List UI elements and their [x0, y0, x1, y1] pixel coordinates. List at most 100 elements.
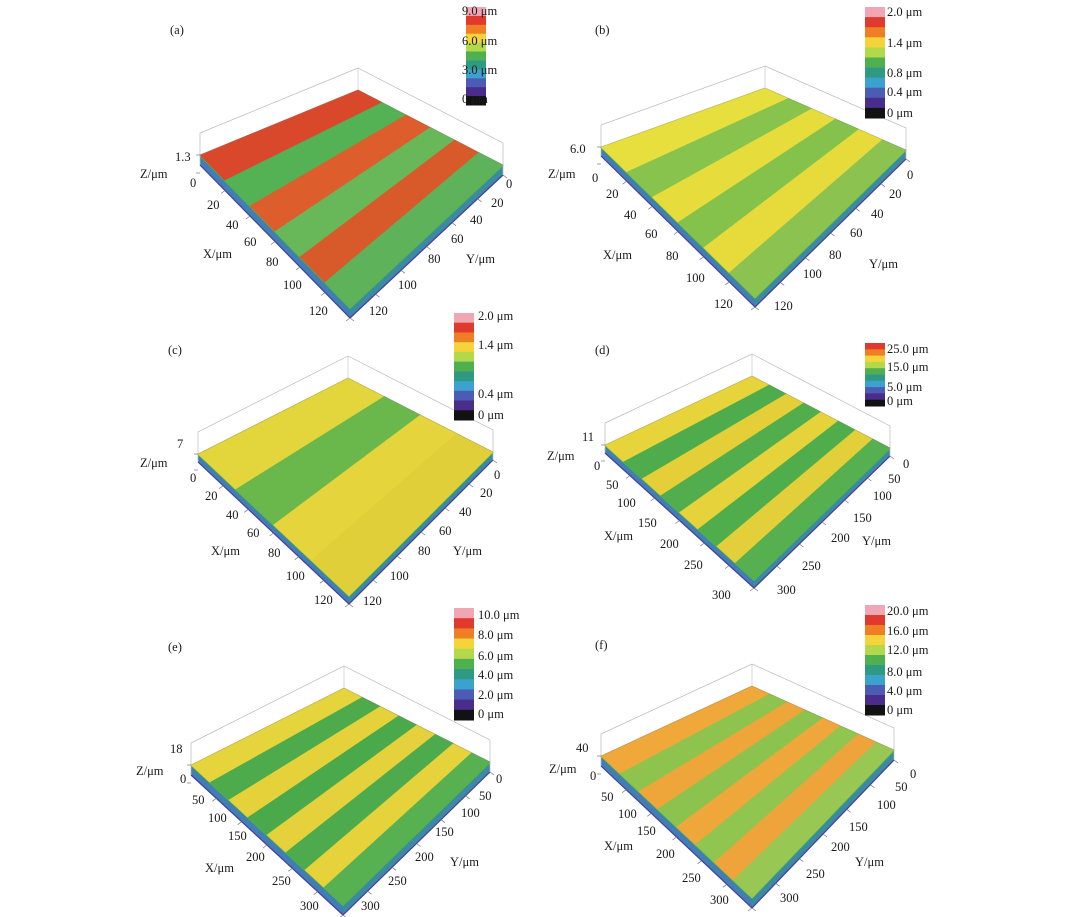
x-axis-label: X/μm	[604, 529, 633, 543]
colorbar-tick-label: 8.0 μm	[478, 628, 513, 642]
colorbar-swatch	[865, 368, 885, 375]
y-tick-label: 60	[850, 226, 863, 240]
y-tick-label: 40	[871, 207, 884, 221]
y-tick-label: 100	[461, 806, 480, 820]
y-tick-label: 150	[849, 820, 868, 834]
x-axis-tick	[673, 231, 679, 235]
x-axis-tick	[672, 836, 677, 841]
y-axis-tick	[779, 282, 785, 286]
colorbar-swatch	[865, 343, 885, 350]
y-axis-tick	[451, 222, 457, 226]
y-axis-tick	[870, 784, 875, 788]
colorbar-swatch	[454, 322, 474, 333]
colorbar-tick-label: 2.0 μm	[887, 5, 922, 19]
colorbar-swatch	[865, 645, 885, 656]
colorbar-tick-label: 3.0 μm	[462, 63, 497, 77]
y-tick-label: 200	[831, 840, 850, 854]
panel-b: (b) 2.0 μm 1.4 μm 0.8 μm 0.4 μm 0 μm 6.0…	[548, 5, 922, 313]
colorbar-swatch	[454, 608, 474, 619]
colorbar-tick-label: 0 μm	[887, 394, 913, 408]
colorbar-swatch	[454, 638, 474, 650]
panel-label: (d)	[595, 343, 610, 357]
y-axis-tick	[799, 543, 804, 548]
y-axis-tick	[396, 555, 402, 560]
x-tick-label: 300	[710, 893, 729, 907]
colorbar-swatch	[466, 15, 486, 26]
colorbar-swatch	[454, 618, 474, 629]
colorbar-tick-label: 16.0 μm	[887, 624, 929, 638]
colorbar-swatch	[454, 381, 474, 392]
y-axis-label: Y/μm	[453, 544, 482, 558]
y-tick-label: 300	[777, 583, 796, 597]
y-axis-tick	[400, 270, 406, 274]
colorbar-swatch	[865, 87, 885, 99]
front-side-wall	[755, 150, 906, 307]
x-axis-tick	[697, 860, 702, 864]
y-axis-tick	[753, 587, 759, 592]
x-tick-label: 150	[638, 516, 657, 530]
left-side-wall	[601, 756, 752, 908]
colorbar-swatch	[865, 57, 885, 69]
colorbar-swatch	[865, 97, 885, 109]
z-tick-label: 40	[576, 741, 589, 755]
z-tick-label: 11	[582, 430, 594, 444]
y-tick-label: 80	[418, 544, 431, 558]
colorbar-swatch	[466, 33, 486, 44]
x-axis-tick	[750, 306, 756, 311]
x-axis-tick	[295, 266, 301, 271]
x-axis-tick	[722, 884, 728, 888]
x-tick-label: 60	[247, 526, 260, 540]
colorbar-swatch	[865, 665, 885, 676]
y-axis-tick	[805, 257, 810, 261]
x-axis-label: X/μm	[604, 839, 633, 853]
colorbar-swatch	[454, 628, 474, 640]
y-tick-label: 120	[369, 304, 388, 318]
x-axis-tick	[725, 281, 730, 286]
x-axis-tick	[320, 292, 326, 296]
x-axis-label: X/μm	[603, 248, 632, 262]
z-axis-label: Z/μm	[548, 167, 576, 181]
y-axis-tick	[492, 459, 498, 464]
colorbar-swatch	[454, 648, 474, 660]
x-axis-tick	[270, 241, 276, 245]
colorbar-swatch	[865, 387, 885, 394]
x-axis-tick	[220, 190, 226, 194]
front-side-wall	[350, 165, 503, 318]
colorbar-swatch	[466, 69, 486, 79]
y-axis-tick	[867, 477, 872, 482]
y-tick-label: 0	[910, 767, 916, 781]
front-side-wall	[754, 448, 890, 588]
y-tick-label: 80	[829, 248, 842, 262]
y-tick-label: 250	[388, 874, 407, 888]
y-axis-label: Y/μm	[855, 855, 884, 869]
colorbar-swatch	[865, 27, 885, 38]
z-tick-label: 0	[180, 772, 186, 786]
y-tick-label: 0	[496, 772, 502, 786]
y-axis-tick	[889, 455, 895, 460]
colorbar-tick-label: 8.0 μm	[887, 665, 922, 679]
x-tick-label: 100	[208, 811, 227, 825]
colorbar	[454, 313, 474, 421]
x-axis-tick	[245, 215, 251, 220]
colorbar-tick-label: 4.0 μm	[887, 684, 922, 698]
x-tick-label: 60	[645, 227, 658, 241]
surface-plot	[194, 355, 498, 608]
x-axis-tick	[724, 565, 730, 569]
y-tick-label: 200	[831, 531, 850, 545]
panel-label: (a)	[170, 23, 184, 37]
y-tick-label: 50	[895, 780, 908, 794]
x-tick-label: 150	[637, 824, 656, 838]
x-axis-tick	[313, 891, 318, 895]
y-axis-tick	[844, 499, 849, 504]
y-tick-label: 50	[479, 789, 492, 803]
x-axis-tick	[288, 868, 293, 872]
colorbar-swatch	[865, 361, 885, 369]
z-tick-label: 0	[190, 471, 196, 485]
y-tick-label: 100	[398, 278, 417, 292]
colorbar-swatch	[454, 658, 474, 670]
x-tick-label: 100	[617, 496, 636, 510]
y-axis-tick	[348, 603, 354, 608]
colorbar-tick-label: 0 μm	[478, 408, 504, 422]
colorbar-swatch	[865, 380, 885, 388]
x-tick-label: 250	[682, 871, 701, 885]
